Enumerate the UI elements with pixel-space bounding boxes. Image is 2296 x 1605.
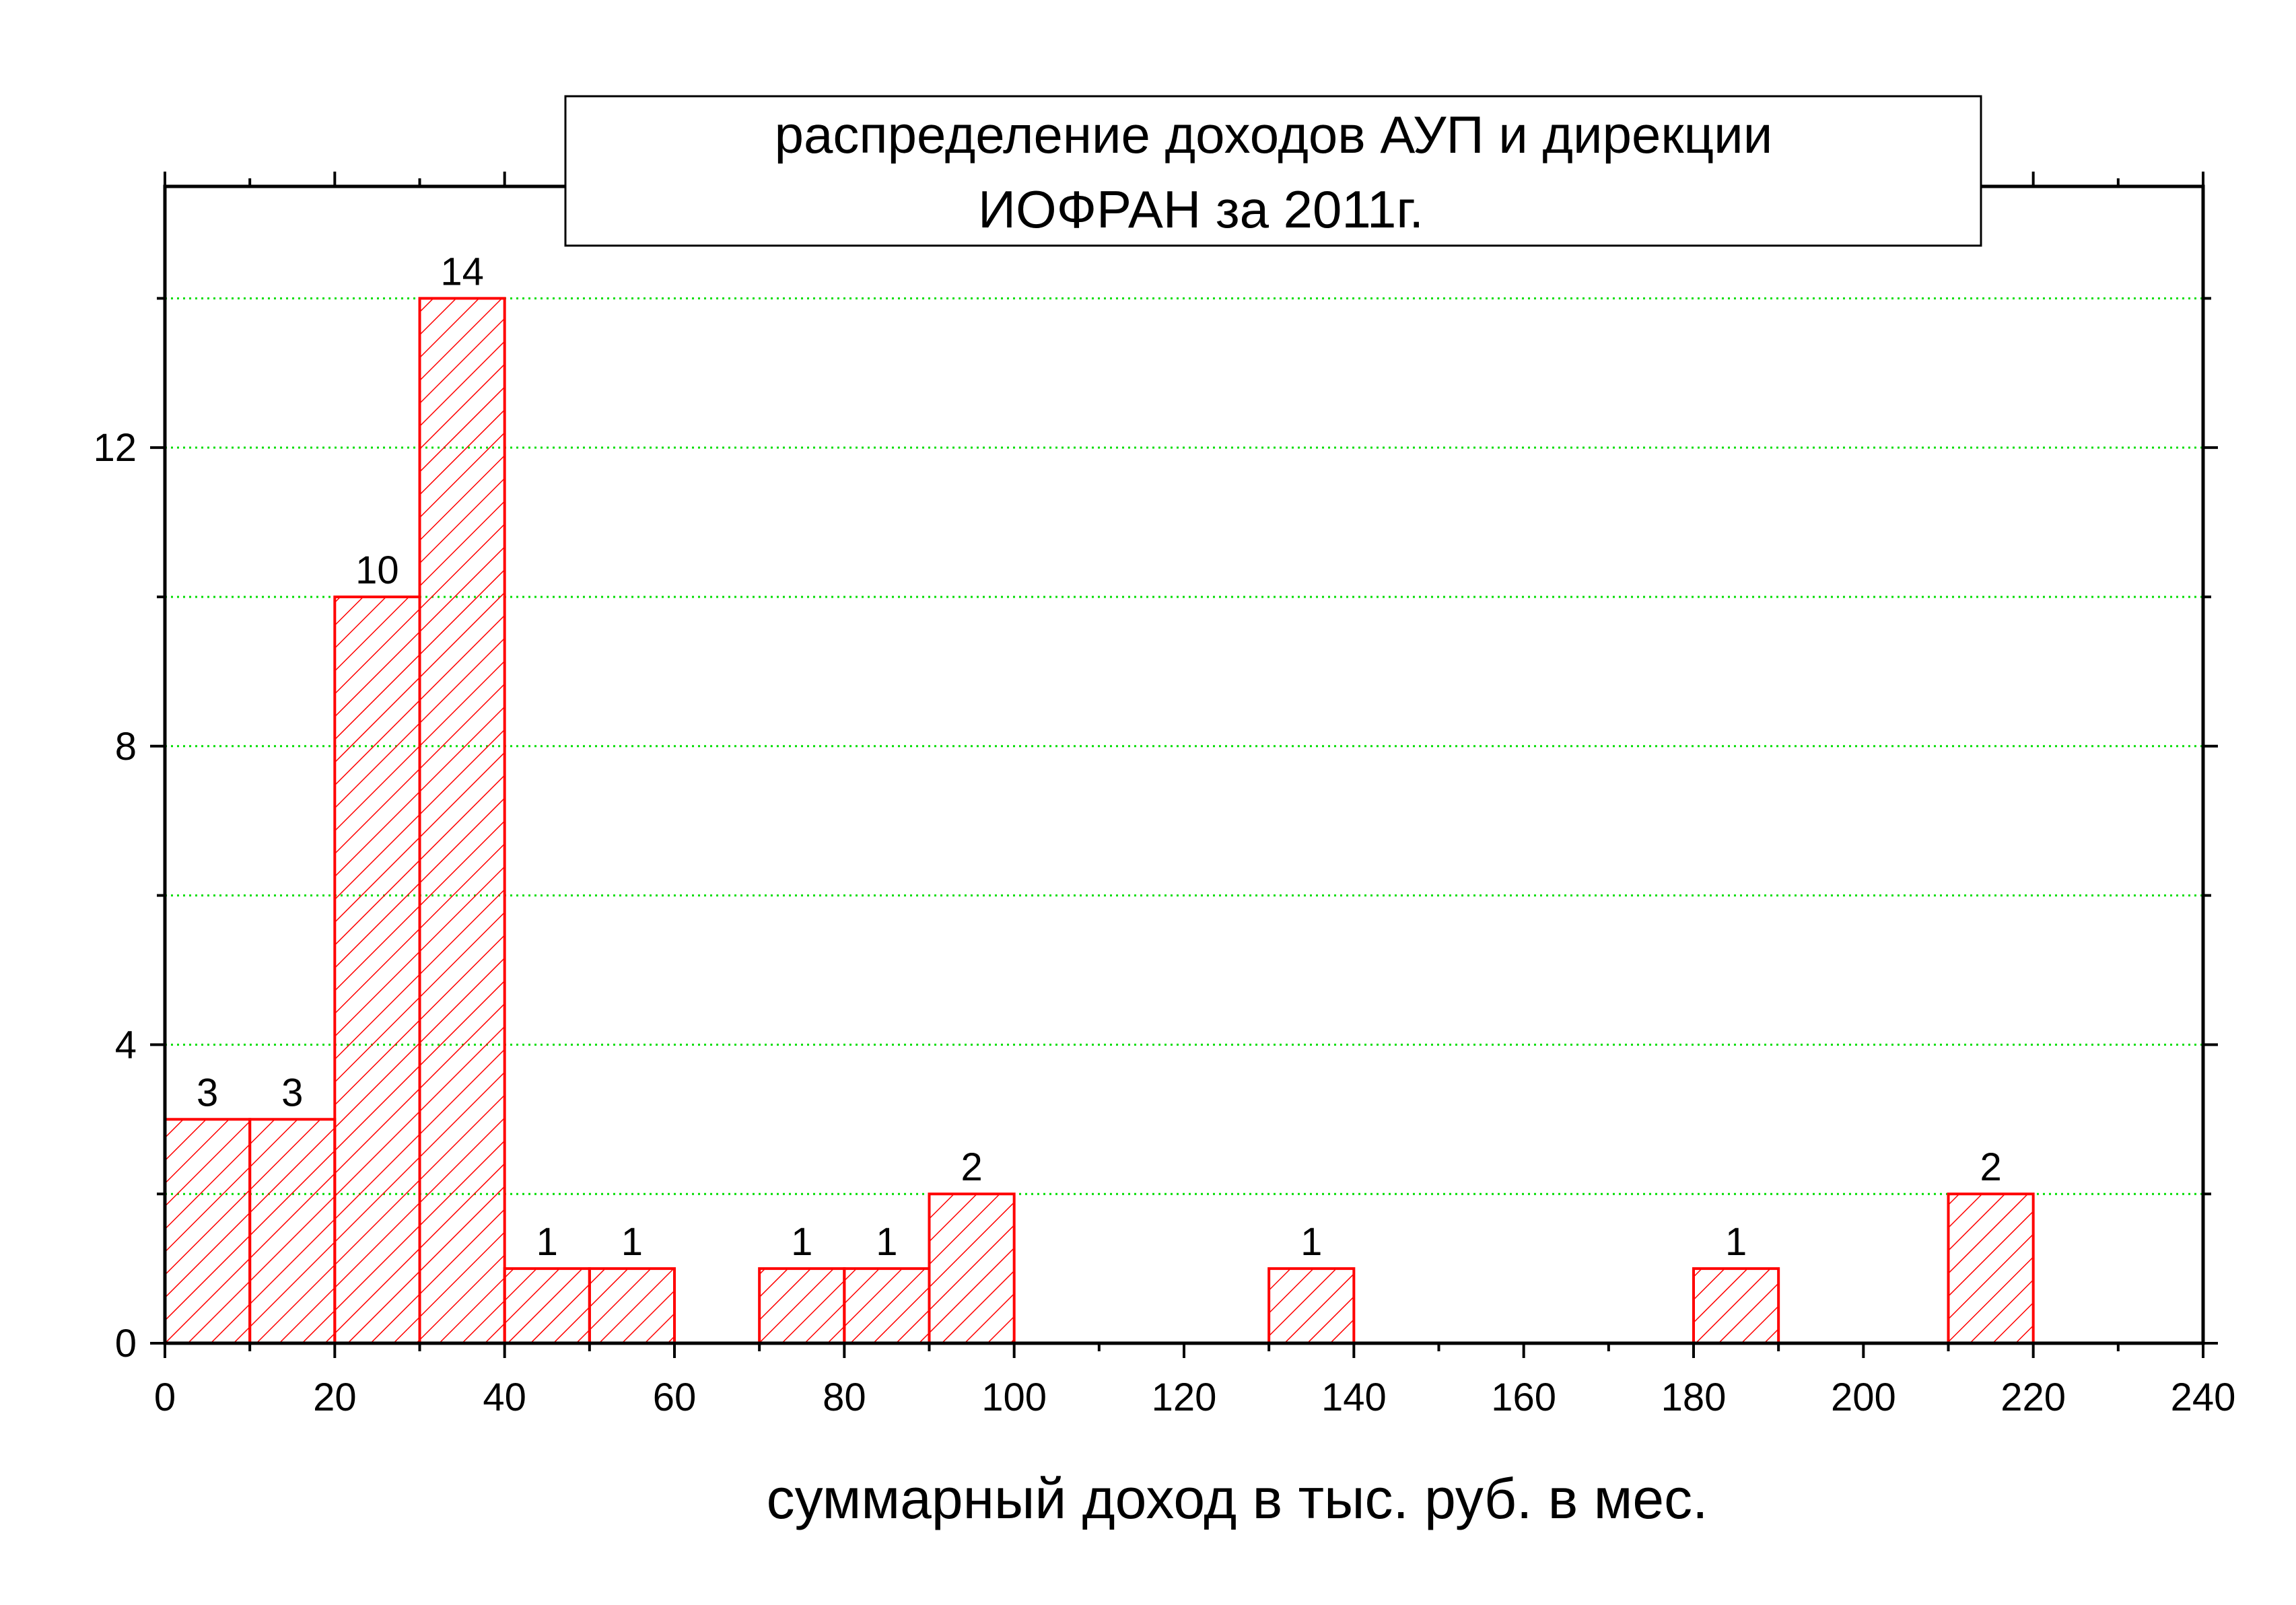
x-tick-label: 20: [313, 1376, 357, 1419]
histogram-bar: [928, 1192, 1016, 1345]
bars: [164, 297, 2035, 1345]
histogram-bar: [1947, 1192, 2035, 1345]
bar-value-label: 1: [536, 1220, 558, 1264]
chart-title-line-1: распределение доходов АУП и дирекции: [775, 105, 1773, 164]
bar-value-label: 2: [961, 1145, 982, 1189]
x-tick-label: 60: [653, 1376, 697, 1419]
y-tick-label: 8: [115, 725, 137, 769]
x-tick-label: 240: [2171, 1376, 2236, 1419]
histogram-bar: [248, 1118, 337, 1345]
title-box-frame: [564, 95, 1982, 247]
histogram-bar: [758, 1267, 846, 1345]
bar-value-label: 3: [281, 1071, 303, 1114]
x-tick-label: 0: [154, 1376, 176, 1419]
x-tick-label: 220: [2001, 1376, 2066, 1419]
x-tick-label: 80: [823, 1376, 866, 1419]
histogram-bar: [503, 1267, 591, 1345]
bar-value-label: 14: [440, 250, 484, 293]
bar-value-label: 1: [876, 1220, 897, 1264]
bar-value-label: 1: [1300, 1220, 1322, 1264]
histogram-bar: [588, 1267, 676, 1345]
x-tick-label: 40: [483, 1376, 526, 1419]
histogram-bar: [333, 595, 421, 1345]
histogram-bar: [164, 1118, 252, 1345]
chart-title-line-2: ИОФРАН за 2011г.: [978, 180, 1424, 239]
x-axis-label: суммарный доход в тыс. руб. в мес.: [767, 1467, 1708, 1530]
chart-title-box: распределение доходов АУП и дирекции ИОФ…: [564, 95, 1982, 247]
x-tick-label: 100: [981, 1376, 1047, 1419]
histogram-bar: [418, 297, 506, 1345]
x-tick-label: 200: [1831, 1376, 1896, 1419]
bar-value-label: 3: [197, 1071, 218, 1114]
bar-value-label: 1: [1725, 1220, 1747, 1264]
bar-value-label: 1: [791, 1220, 812, 1264]
bar-value-label: 10: [355, 548, 399, 592]
y-tick-label: 12: [93, 426, 137, 470]
bar-value-labels: 3 3 10 14 1 1 1 1 2 1 1 2: [197, 250, 2002, 1264]
y-tick-label: 0: [115, 1322, 137, 1365]
x-tick-label: 180: [1661, 1376, 1727, 1419]
bar-value-label: 2: [1980, 1145, 2001, 1189]
y-tick-label: 4: [115, 1023, 137, 1067]
histogram-bar: [1267, 1267, 1356, 1345]
histogram-bar: [1692, 1267, 1780, 1345]
x-tick-label: 140: [1321, 1376, 1387, 1419]
x-tick-label: 160: [1491, 1376, 1556, 1419]
x-tick-label: 120: [1152, 1376, 1217, 1419]
bar-value-label: 1: [621, 1220, 643, 1264]
histogram-bar: [843, 1267, 931, 1345]
